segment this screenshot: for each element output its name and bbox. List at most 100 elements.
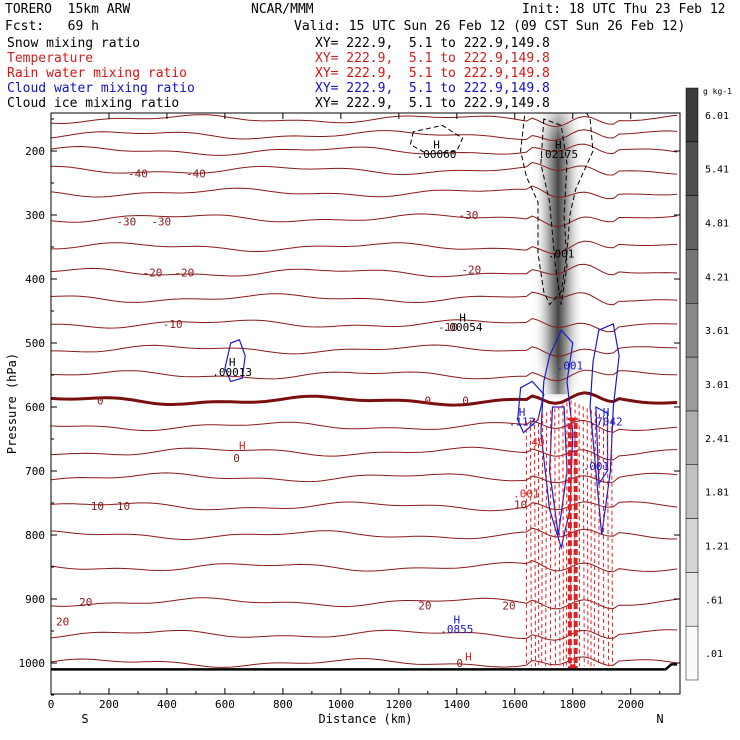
isotherm-430 (51, 291, 678, 306)
isotherm-label: 20 (502, 599, 515, 612)
rain-contour-8 (558, 406, 561, 667)
x-tick-label: 1200 (386, 698, 413, 711)
isotherm-800 (51, 527, 678, 541)
xy-cloud-ice: XY= 222.9, 5.1 to 222.9,149.8 (315, 96, 550, 111)
init-time: Init: 18 UTC Thu 23 Feb 12 (522, 2, 726, 17)
rain-contour-7 (554, 408, 556, 667)
rain-contour-1 (529, 419, 532, 667)
isotherm-850 (51, 560, 678, 573)
colorbar-label: 5.41 (705, 165, 729, 176)
colorbar-segment (685, 141, 699, 196)
valid-time: Valid: 15 UTC Sun 26 Feb 12 (09 CST Sun … (294, 19, 686, 34)
xy-cloud-water: XY= 222.9, 5.1 to 222.9,149.8 (315, 81, 550, 96)
isotherm-550 (51, 369, 678, 382)
contour-annotation: .001 (557, 359, 584, 372)
isotherm-label: -30 (151, 215, 171, 228)
isotherm-905 (51, 597, 678, 610)
isotherm-630 (51, 419, 678, 433)
colorbar-label: 3.61 (705, 326, 729, 337)
colorbar-label: 4.81 (705, 219, 729, 230)
isotherm-755 (51, 501, 678, 512)
isotherm-label: -20 (461, 263, 481, 276)
contour-annotation: .0855 (440, 623, 473, 636)
colorbar-segment (685, 410, 699, 465)
contour-annotation: H (519, 406, 526, 419)
xy-temperature: XY= 222.9, 5.1 to 222.9,149.8 (315, 51, 550, 66)
contour-annotation: H (229, 356, 236, 369)
isotherm-label: -10 (438, 321, 458, 334)
rain-contour-18 (598, 413, 600, 667)
x-axis-title: Distance (km) (319, 712, 413, 726)
isotherm-label: 20 (56, 615, 69, 628)
x-tick-label: 200 (99, 698, 119, 711)
rain-contour-13 (578, 404, 581, 667)
isotherm-label: 0 (456, 657, 463, 670)
isotherm-265 (51, 185, 678, 200)
x-tick-label: 800 (273, 698, 293, 711)
isotherm-label: -30 (458, 209, 478, 222)
isotherm-label: 0 (97, 395, 104, 408)
ice-contour-1 (540, 118, 568, 305)
isotherm-955 (51, 629, 678, 641)
isotherm-710 (51, 472, 678, 484)
x-tick-label: 400 (157, 698, 177, 711)
forecast-hour: Fcst: 69 h (5, 19, 99, 34)
legend-temperature: Temperature (7, 51, 94, 66)
isotherm-label: 10 (117, 500, 130, 513)
colorbar-label: .01 (705, 649, 723, 660)
isotherm-1000 (51, 656, 678, 668)
contour-annotation: H (239, 439, 246, 452)
isotherm-label: 0 (233, 452, 240, 465)
colorbar-label: 6.01 (705, 111, 729, 122)
contour-annotation: .001 (513, 487, 540, 500)
cloud-water-contour-0 (224, 339, 246, 383)
contour-annotation: H (555, 139, 562, 152)
x-tick-label: 0 (48, 698, 55, 711)
isotherm-590 (51, 391, 678, 407)
cloud-water-contour-3 (548, 406, 568, 536)
isotherm-510 (51, 344, 678, 357)
x-tick-label: 1600 (502, 698, 529, 711)
plot-content: -40 -40 -30 -30 -30 -20 -20 -20 -10 -10 0 0 0 0 10 10 10… (51, 100, 678, 671)
isotherm-label: -20 (143, 267, 163, 280)
ground-line (51, 663, 678, 671)
y-axis-title: Pressure (hPa) (5, 353, 19, 454)
isotherm-230 (51, 161, 678, 176)
isotherm-label: -20 (174, 267, 194, 280)
contour-annotation: .7042 (590, 416, 623, 429)
isotherm-150 (51, 114, 678, 128)
isotherm-label: 0 (462, 395, 469, 408)
isotherm-130 (51, 100, 677, 111)
isotherm-label: 10 (514, 498, 527, 511)
contour-annotation: H (433, 139, 440, 152)
isotherm-470 (51, 317, 678, 333)
x-tick-label: 2000 (617, 698, 644, 711)
legend-rain: Rain water mixing ratio (7, 66, 188, 81)
x-tick-label: 1000 (328, 698, 355, 711)
colorbar-label: 3.01 (705, 380, 729, 391)
x-tick-label: 1400 (444, 698, 471, 711)
x-tick-label: 1800 (560, 698, 587, 711)
colorbar-segment (685, 518, 699, 573)
colorbar-label: 2.41 (705, 434, 729, 445)
isotherm-label: 0 (425, 395, 432, 408)
colorbar-segment (685, 464, 699, 519)
rain-contour-9 (562, 404, 564, 667)
isotherm-label: 10 (91, 500, 104, 513)
contour-annotation: .02175 (538, 148, 578, 161)
x-tick-label: 600 (215, 698, 235, 711)
cloud-water-contour-4 (589, 322, 620, 536)
isotherm-670 (51, 446, 678, 461)
rain-core (567, 417, 578, 669)
xy-rain: XY= 222.9, 5.1 to 222.9,149.8 (315, 66, 550, 81)
model-title: TORERO 15km ARW (5, 2, 131, 17)
colorbar-segment (685, 572, 699, 627)
rain-contour-21 (611, 419, 614, 667)
contour-annotation: .001 (548, 247, 575, 260)
isotherm-label: -30 (116, 215, 136, 228)
colorbar-segment (685, 625, 699, 681)
rain-contour-2 (534, 417, 536, 667)
y-tick-label: 200 (25, 145, 45, 158)
legend-cloud-ice: Cloud ice mixing ratio (7, 96, 180, 111)
